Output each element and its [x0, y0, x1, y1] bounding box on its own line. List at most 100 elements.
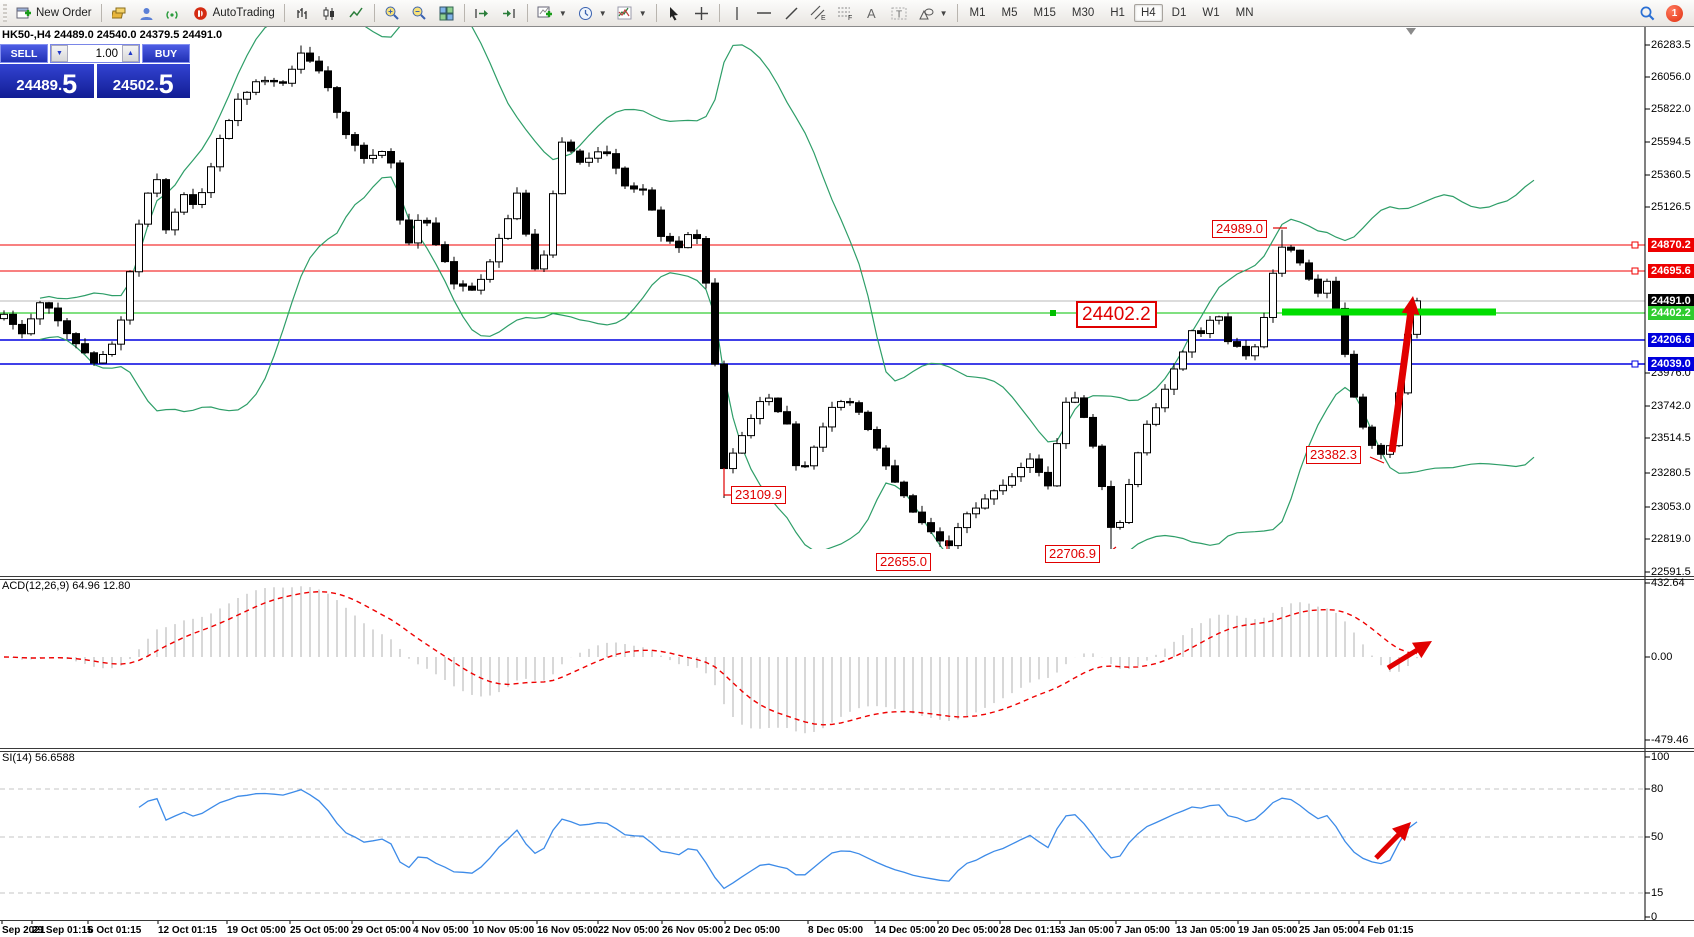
zoom-in-icon[interactable]: [379, 3, 406, 24]
bid-price-pips: 5: [62, 69, 78, 99]
panel-separator[interactable]: [0, 576, 1694, 577]
timeframe-H4[interactable]: H4: [1133, 4, 1163, 22]
fibonacci-icon[interactable]: F: [832, 3, 859, 24]
price-axis-tick: 26283.5: [1651, 39, 1691, 51]
notification-button[interactable]: 1: [1661, 3, 1688, 24]
zoom-out-icon[interactable]: [406, 3, 433, 24]
new-order-icon: [15, 5, 32, 22]
price-annotation[interactable]: 22706.9: [1045, 545, 1100, 563]
dropdown-caret: ▼: [939, 8, 948, 18]
chart-canvas[interactable]: [0, 27, 1694, 937]
autoscroll-icon[interactable]: [469, 3, 496, 24]
chart-workspace: HK50-,H4 24489.0 24540.0 24379.5 24491.0…: [0, 27, 1694, 937]
timeframe-MN[interactable]: MN: [1235, 7, 1254, 19]
autotrading-label: AutoTrading: [212, 7, 275, 19]
volume-increase-button[interactable]: ▲: [122, 45, 139, 62]
svg-text:T: T: [896, 9, 902, 20]
macd-axis-tick: 432.64: [1651, 577, 1685, 589]
price-annotation[interactable]: 22655.0: [876, 553, 931, 571]
price-axis-tick: 25360.5: [1651, 169, 1691, 181]
panel-separator[interactable]: [0, 579, 1694, 580]
dropdown-caret: ▼: [598, 8, 607, 18]
crosshair-icon[interactable]: [688, 3, 715, 24]
sell-button[interactable]: SELL: [0, 44, 48, 63]
chart-shift-icon[interactable]: [496, 3, 523, 24]
volume-decrease-button[interactable]: ▼: [51, 45, 68, 62]
time-axis-label: 3 Jan 05:00: [1060, 925, 1114, 936]
profile-icon[interactable]: [133, 3, 160, 24]
panel-separator[interactable]: [0, 751, 1694, 752]
price-level-badge: 24695.6: [1648, 264, 1694, 278]
signal-icon[interactable]: [160, 3, 187, 24]
periods-button[interactable]: ▼: [572, 3, 612, 24]
buy-button[interactable]: BUY: [142, 44, 190, 63]
time-axis-label: 22 Nov 05:00: [598, 925, 660, 936]
rsi-indicator-label: SI(14) 56.6588: [2, 752, 75, 764]
shapes-button[interactable]: ▼: [913, 3, 953, 24]
horizontal-line-icon[interactable]: [751, 3, 778, 24]
autotrading-button[interactable]: AutoTrading: [187, 3, 280, 24]
vertical-line-icon[interactable]: [724, 3, 751, 24]
text-label-icon[interactable]: T: [886, 3, 913, 24]
timeframe-M5[interactable]: M5: [1001, 7, 1018, 19]
separator: [956, 4, 958, 22]
time-axis-label: Sep 2021: [2, 925, 46, 936]
price-annotation[interactable]: 23382.3: [1306, 446, 1361, 464]
new-chart-button[interactable]: ▼: [532, 3, 572, 24]
separator: [718, 4, 720, 22]
bid-price: 24489.: [16, 77, 63, 94]
toolbar-grip[interactable]: [3, 4, 7, 22]
line-chart-icon[interactable]: [343, 3, 370, 24]
price-annotation[interactable]: 23109.9: [731, 486, 786, 504]
timeframe-H1[interactable]: H1: [1110, 7, 1125, 19]
price-axis-tick: 22591.5: [1651, 566, 1691, 578]
ask-price-box[interactable]: 24502. 5: [96, 64, 190, 98]
price-axis-tick: 23742.0: [1651, 400, 1691, 412]
price-level-badge: 24206.6: [1648, 333, 1694, 347]
tile-windows-icon[interactable]: [433, 3, 460, 24]
panel-separator[interactable]: [0, 748, 1694, 749]
new-order-button[interactable]: New Order: [10, 3, 97, 24]
time-axis-label: 4 Nov 05:00: [413, 925, 469, 936]
candlestick-chart-icon[interactable]: [316, 3, 343, 24]
time-axis-label: 2 Dec 05:00: [725, 925, 781, 936]
separator: [463, 4, 465, 22]
svg-text:A: A: [867, 6, 876, 21]
timeframe-D1[interactable]: D1: [1171, 7, 1187, 19]
price-axis-tick: 23514.5: [1651, 432, 1691, 444]
separator: [373, 4, 375, 22]
bar-chart-icon[interactable]: [289, 3, 316, 24]
trendline-icon[interactable]: [778, 3, 805, 24]
price-axis-tick: 23053.0: [1651, 501, 1691, 513]
bid-price-box[interactable]: 24489. 5: [0, 64, 94, 98]
cursor-icon[interactable]: [661, 3, 688, 24]
market-depth-icon[interactable]: [106, 3, 133, 24]
clock-icon: [577, 5, 594, 22]
rsi-axis-tick: 0: [1651, 911, 1658, 923]
time-axis-label: 7 Jan 05:00: [1116, 925, 1170, 936]
price-annotation[interactable]: 24402.2: [1076, 301, 1157, 328]
search-icon[interactable]: [1634, 3, 1661, 24]
equidistant-channel-icon[interactable]: E: [805, 3, 832, 24]
macd-indicator-label: ACD(12,26,9) 64.96 12.80: [2, 580, 131, 592]
timeframe-M15[interactable]: M15: [1033, 7, 1056, 19]
timeframe-M30[interactable]: M30: [1071, 7, 1095, 19]
timeframe-W1[interactable]: W1: [1202, 7, 1220, 19]
separator: [655, 4, 657, 22]
one-click-trading-panel: SELL ▼ 1.00 ▲ BUY 24489. 5 24502. 5: [0, 44, 190, 98]
price-axis-tick: 26056.0: [1651, 71, 1691, 83]
toolbar: New Order AutoTrading: [0, 0, 1694, 27]
rsi-axis-tick: 50: [1651, 831, 1664, 843]
time-axis-label: 13 Jan 05:00: [1176, 925, 1236, 936]
text-icon[interactable]: A: [859, 3, 886, 24]
price-annotation[interactable]: 24989.0: [1212, 220, 1267, 238]
indicators-icon: [617, 5, 634, 22]
price-level-badge: 24491.0: [1648, 294, 1694, 308]
indicators-button[interactable]: ▼: [612, 3, 652, 24]
volume-value[interactable]: 1.00: [95, 47, 118, 60]
dropdown-caret: ▼: [638, 8, 647, 18]
timeframe-M1[interactable]: M1: [969, 7, 986, 19]
svg-text:E: E: [821, 15, 826, 21]
price-level-badge: 24870.2: [1648, 238, 1694, 252]
